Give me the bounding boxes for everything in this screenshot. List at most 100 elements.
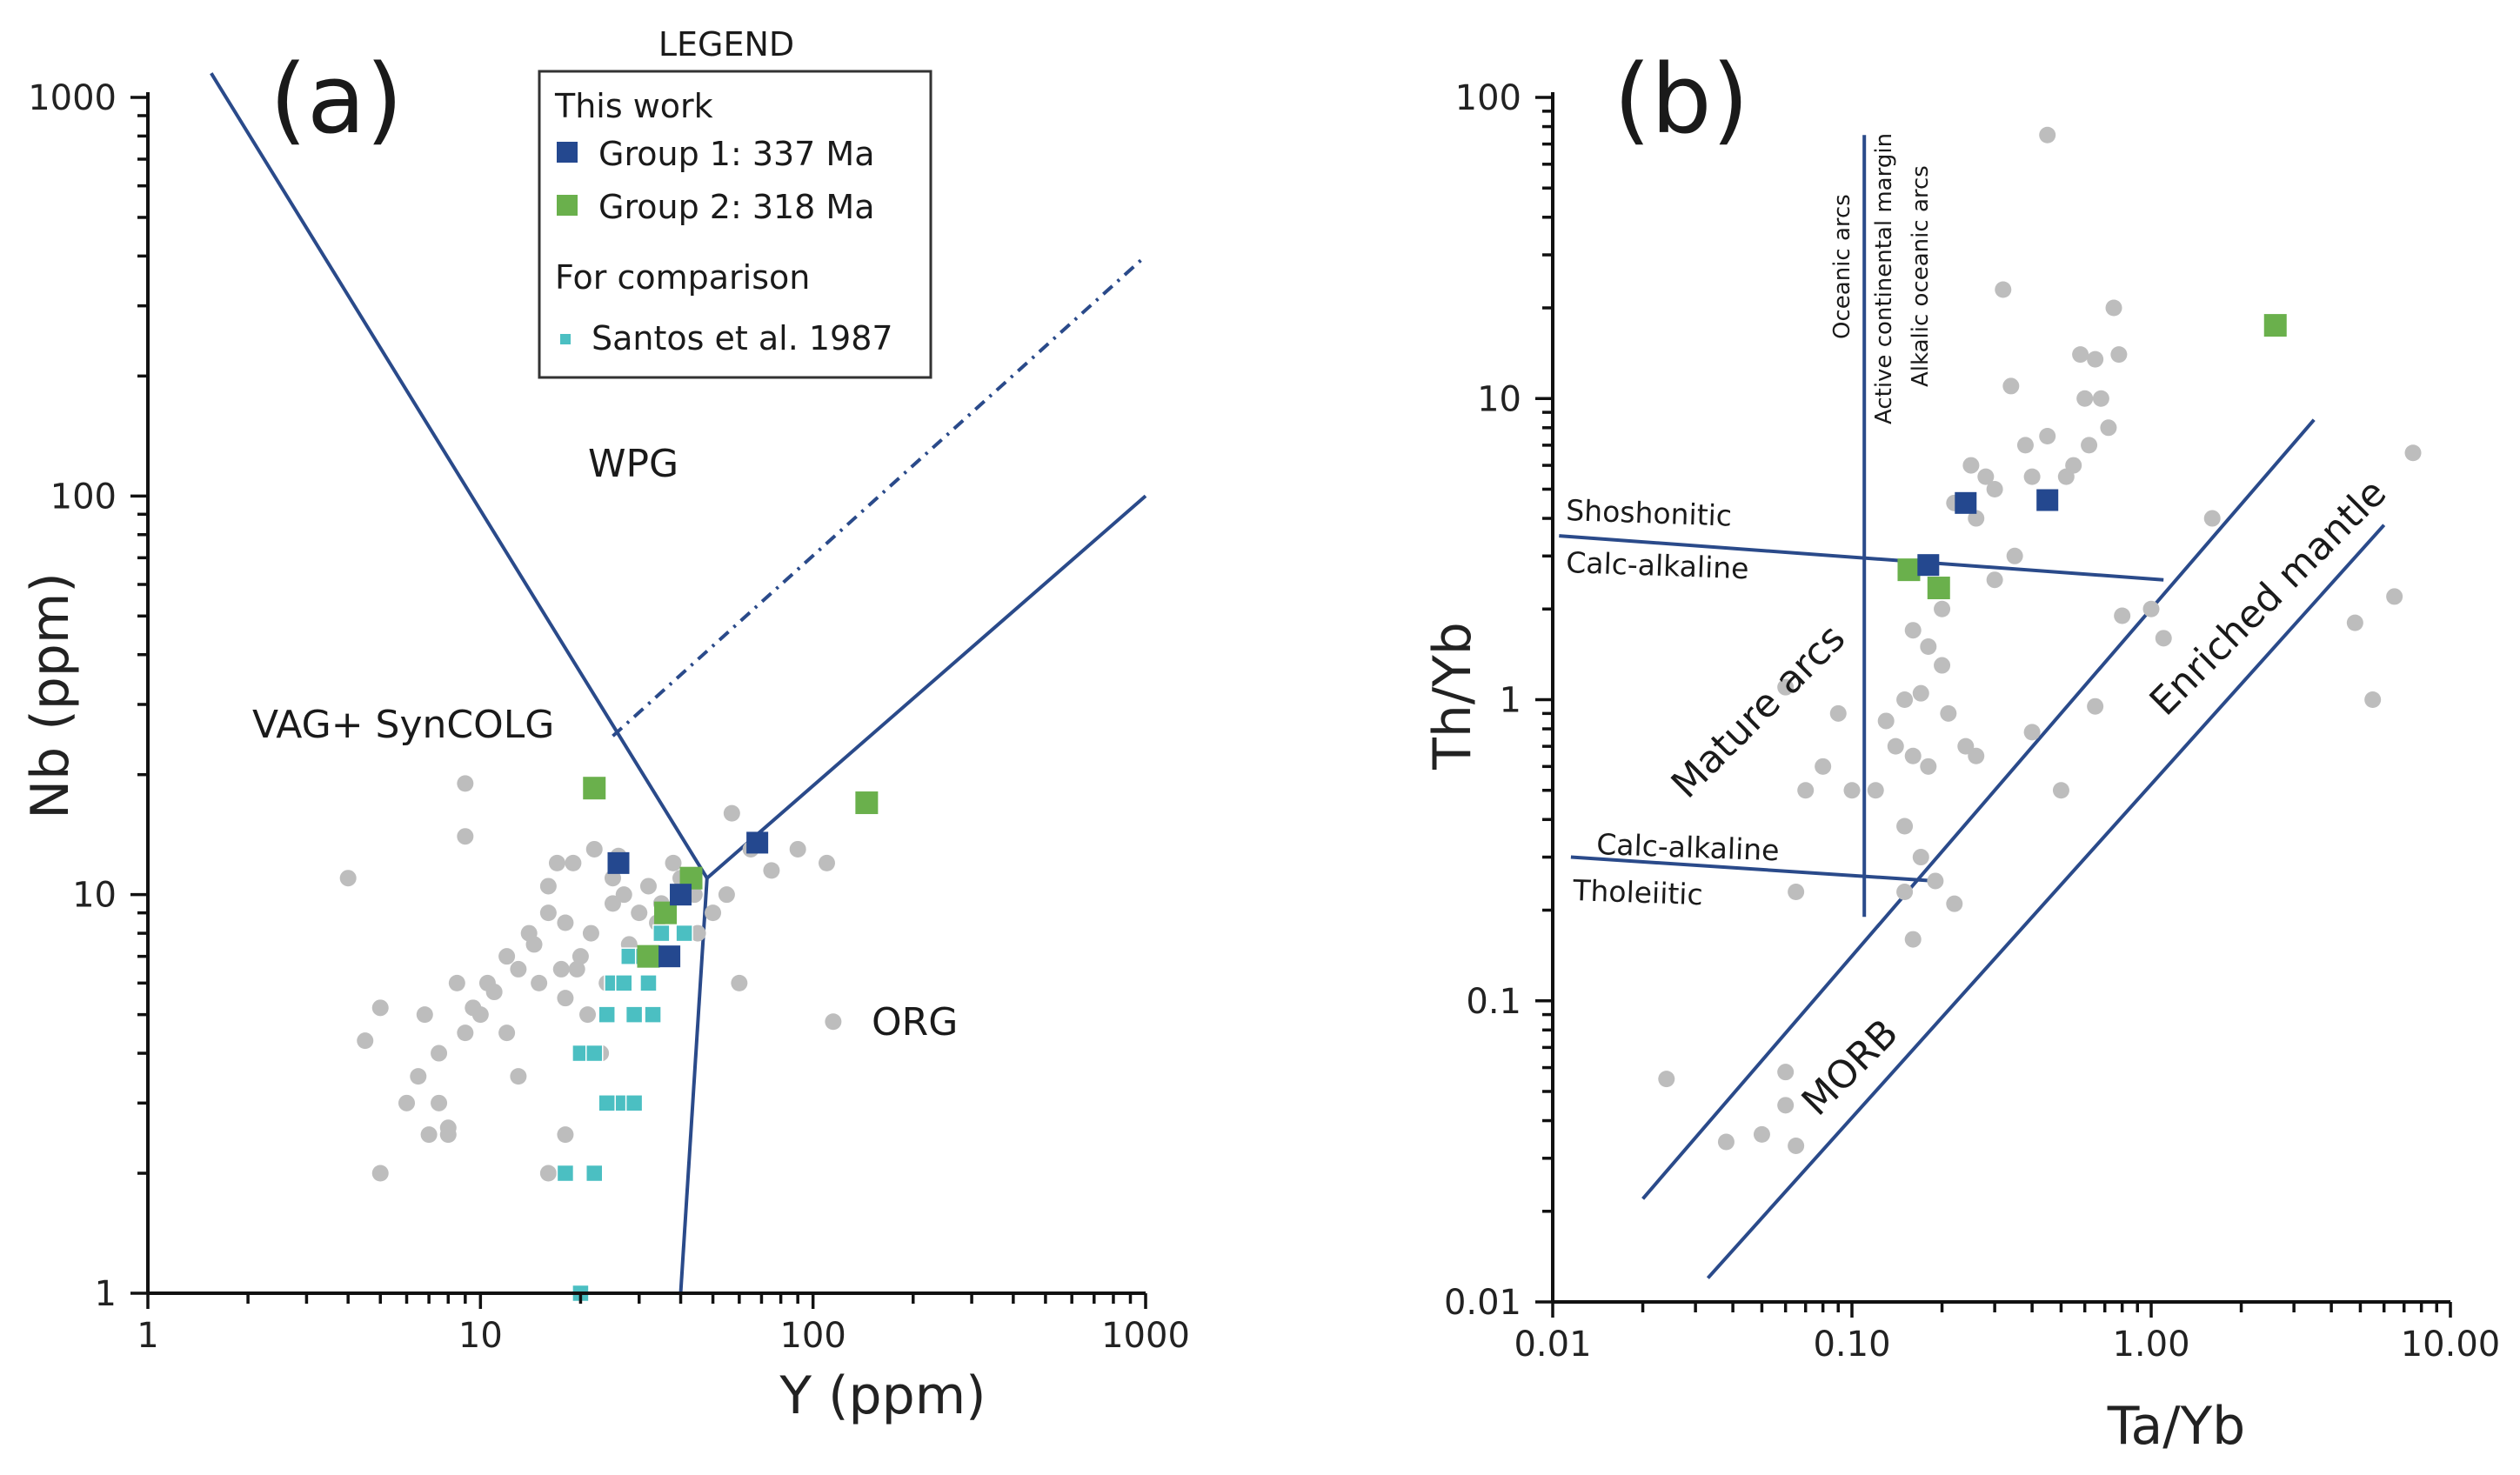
literature-point — [1920, 638, 1937, 656]
literature-point — [510, 1068, 527, 1085]
literature-point — [718, 886, 735, 904]
literature-point — [2023, 468, 2041, 485]
group1-point — [746, 831, 769, 854]
region-label-enriched-mantle: Enriched mantle — [2142, 471, 2396, 724]
legend-group1-marker — [557, 142, 578, 163]
literature-point — [2072, 346, 2089, 364]
region-label-active-margin: Active continental margin — [1871, 133, 1897, 424]
literature-point — [1940, 704, 1957, 722]
discrimination-line — [678, 878, 709, 1294]
literature-point — [1927, 872, 1944, 890]
literature-point — [1920, 758, 1937, 775]
literature-point — [2016, 437, 2034, 454]
literature-point — [431, 1045, 448, 1062]
panel-a-x-tick-label: 1 — [137, 1316, 158, 1356]
literature-point — [357, 1032, 374, 1050]
literature-point — [1896, 818, 1914, 835]
legend: LEGEND This work Group 1: 337 Ma Group 2… — [538, 25, 932, 379]
panel-b-points — [1658, 126, 2422, 1154]
legend-group2-marker — [557, 195, 578, 216]
region-label-vag: VAG+ SynCOLG — [252, 703, 554, 747]
legend-group2-label: Group 2: 318 Ma — [598, 188, 875, 226]
literature-point — [539, 1165, 557, 1182]
literature-point — [2081, 437, 2098, 454]
panel-b-x-tick-label: 0.10 — [1813, 1325, 1890, 1365]
literature-point — [416, 1006, 433, 1024]
literature-point — [731, 974, 748, 991]
literature-point — [1877, 712, 1895, 730]
literature-point — [471, 1006, 489, 1024]
discrimination-line — [1641, 418, 2316, 1200]
panel-b-y-tick-label: 1 — [1500, 681, 1521, 721]
literature-point — [1777, 1064, 1795, 1081]
literature-point — [2364, 691, 2382, 708]
region-label-tholeiitic: Tholeiitic — [1572, 873, 1704, 911]
panel-b-chart: (b) 0.01 0.10 1.00 10.00 0.01 0.1 1 10 100 Ta/Yb… — [1422, 43, 2500, 1457]
panel-b-y-axis-title: Th/Yb — [1422, 622, 1483, 771]
literature-point — [572, 948, 589, 965]
literature-point — [568, 960, 585, 978]
literature-point — [548, 854, 565, 871]
panel-b-y-tick-label: 0.1 — [1466, 982, 1521, 1022]
literature-point — [723, 804, 740, 822]
literature-point — [1962, 457, 1980, 474]
santos-point — [615, 974, 633, 992]
literature-point — [1797, 782, 1815, 799]
literature-point — [1912, 849, 1929, 866]
literature-point — [510, 960, 527, 978]
literature-point — [1658, 1071, 1675, 1088]
literature-point — [2114, 607, 2131, 624]
region-label-morb: MORB — [1794, 1011, 1907, 1124]
literature-point — [1968, 747, 1985, 764]
literature-point — [1946, 895, 1963, 912]
literature-point — [2039, 126, 2056, 143]
literature-point — [2110, 346, 2128, 364]
panel-b-discrimination-lines — [1559, 135, 2386, 1279]
group1-point — [2036, 489, 2059, 511]
santos-point — [639, 974, 658, 992]
literature-point — [1717, 1133, 1735, 1151]
legend-santos-marker — [560, 334, 571, 344]
santos-point — [675, 924, 693, 943]
group2-point — [1927, 577, 1950, 600]
literature-point — [485, 984, 503, 1001]
literature-point — [539, 878, 557, 895]
legend-group1-label: Group 1: 337 Ma — [598, 135, 875, 173]
panel-b-y-tick-label: 10 — [1477, 379, 1521, 419]
literature-point — [420, 1126, 438, 1144]
literature-point — [1843, 782, 1861, 799]
literature-point — [2052, 782, 2069, 799]
literature-point — [1788, 1137, 1805, 1154]
literature-point — [1968, 510, 1985, 527]
region-label-shoshonitic: Shoshonitic — [1566, 493, 1733, 533]
literature-point — [1986, 571, 2003, 589]
santos-point — [625, 1005, 644, 1024]
literature-point — [557, 990, 574, 1007]
santos-point — [585, 1044, 604, 1063]
literature-point — [565, 854, 582, 871]
legend-box — [538, 70, 932, 379]
literature-point — [631, 904, 648, 922]
literature-point — [525, 936, 543, 953]
literature-point — [705, 904, 722, 922]
panel-b-x-axis-title: Ta/Yb — [2107, 1396, 2245, 1457]
literature-point — [539, 904, 557, 922]
panel-a-discrimination-lines — [210, 72, 1147, 1294]
literature-point — [2386, 588, 2403, 605]
group2-point — [2263, 314, 2287, 337]
literature-point — [2142, 600, 2160, 617]
panel-a-x-tick-label: 1000 — [1101, 1316, 1190, 1356]
santos-point — [556, 1164, 575, 1183]
panel-a-axes: 1 10 100 1000 1 10 100 1000 — [28, 78, 1190, 1356]
literature-point — [557, 1126, 574, 1144]
literature-point — [1934, 600, 1951, 617]
literature-point — [582, 924, 599, 942]
literature-point — [439, 1119, 457, 1137]
panel-b-axes: 0.01 0.10 1.00 10.00 0.01 0.1 1 10 100 — [1444, 78, 2500, 1365]
literature-point — [1934, 657, 1951, 674]
panel-a-x-tick-label: 10 — [458, 1316, 503, 1356]
literature-point — [1904, 747, 1922, 764]
santos-point — [585, 1164, 604, 1183]
literature-point — [2057, 468, 2075, 485]
